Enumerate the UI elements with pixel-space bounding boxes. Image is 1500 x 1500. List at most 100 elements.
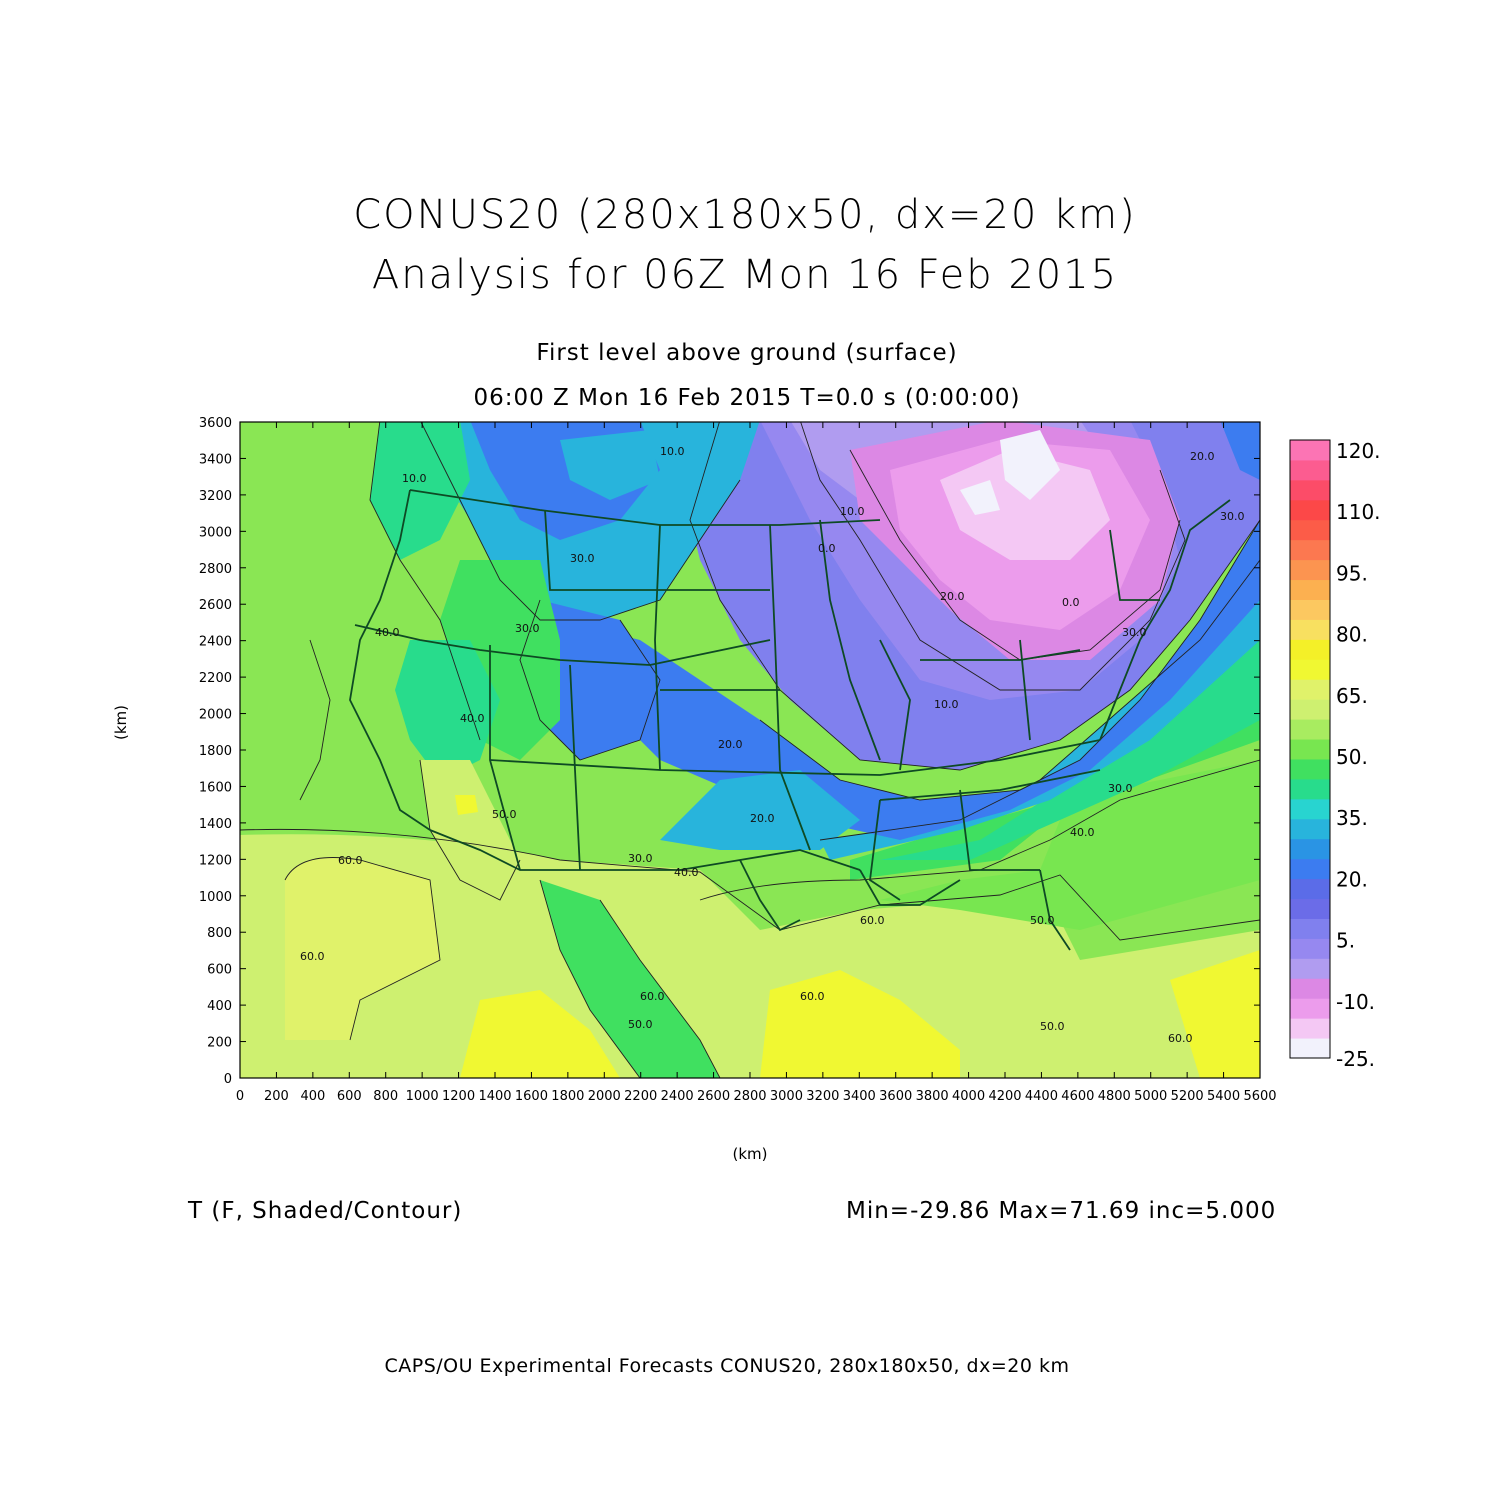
x-tick-label: 0: [236, 1089, 244, 1104]
y-tick-label: 2000: [199, 708, 232, 723]
colorbar-swatch: [1290, 639, 1330, 660]
colorbar-label: 110.: [1336, 500, 1381, 524]
colorbar-label: 50.: [1336, 745, 1368, 769]
colorbar-label: 80.: [1336, 623, 1368, 647]
contour-label: 50.0: [1030, 914, 1055, 927]
contour-label: 20.0: [750, 812, 775, 825]
y-tick-label: 3000: [199, 525, 232, 540]
level-subtitle: First level above ground (surface): [536, 340, 958, 366]
colorbar-swatch: [1290, 858, 1330, 880]
contour-label: 0.0: [818, 542, 836, 555]
y-tick-label: 1200: [199, 853, 232, 868]
contour-label: 0.0: [1062, 596, 1080, 609]
x-tick-label: 2600: [697, 1089, 730, 1104]
y-tick-label: 2200: [199, 671, 232, 686]
x-tick-label: 3400: [843, 1089, 876, 1104]
colorbar-swatch: [1290, 719, 1330, 740]
x-tick-label: 3600: [879, 1089, 912, 1104]
colorbar-label: 65.: [1336, 684, 1368, 708]
contour-label: 20.0: [1190, 450, 1215, 463]
colorbar-label: 5.: [1336, 929, 1355, 953]
x-tick-label: 3800: [916, 1089, 949, 1104]
colorbar-swatch: [1290, 898, 1330, 919]
contour-labels: 10.0 10.0 10.0 0.0 20.0 0.0 30.0 30.0 40…: [300, 445, 1245, 1045]
colorbar-swatch: [1290, 998, 1330, 1019]
colorbar: [1289, 439, 1331, 1059]
colorbar-swatch: [1290, 798, 1330, 820]
colorbar-label: 20.: [1336, 867, 1368, 891]
colorbar-swatch: [1290, 878, 1330, 900]
colorbar-swatch: [1290, 659, 1330, 680]
x-tick-label: 1000: [406, 1089, 439, 1104]
colorbar-swatch: [1290, 978, 1330, 999]
colorbar-swatch: [1290, 599, 1330, 620]
contour-label: 40.0: [674, 866, 699, 879]
plot-title-line2: Analysis for 06Z Mon 16 Feb 2015: [371, 252, 1119, 298]
y-tick-label: 3400: [199, 452, 232, 467]
y-axis-label: (km): [112, 704, 130, 740]
x-tick-label: 5200: [1171, 1089, 1204, 1104]
y-tick-label: 1600: [199, 780, 232, 795]
x-tick-label: 400: [300, 1089, 325, 1104]
contour-label: 30.0: [515, 622, 540, 635]
x-tick-label: 3000: [770, 1089, 803, 1104]
contour-label: 10.0: [840, 505, 865, 518]
y-tick-label: 3600: [199, 416, 232, 431]
contour-label: 30.0: [570, 552, 595, 565]
y-tick-label: 600: [207, 963, 232, 978]
x-tick-label: 4200: [988, 1089, 1021, 1104]
y-tick-labels: 0 200 400 600 800 1000 1200 1400 1600 1800 2000 220…: [199, 416, 232, 1087]
time-subtitle: 06:00 Z Mon 16 Feb 2015 T=0.0 s (0:00:00…: [473, 385, 1021, 411]
colorbar-swatch: [1290, 699, 1330, 720]
colorbar-swatch: [1290, 778, 1330, 800]
colorbar-swatch: [1290, 679, 1330, 700]
colorbar-swatch: [1290, 918, 1330, 939]
y-tick-label: 800: [207, 926, 232, 941]
temperature-field: [240, 422, 1260, 1078]
contour-label: 10.0: [402, 472, 427, 485]
contour-label: 60.0: [640, 990, 665, 1003]
colorbar-swatch: [1290, 539, 1330, 561]
variable-label: T (F, Shaded/Contour): [188, 1198, 463, 1224]
political-boundaries: [349, 489, 1231, 951]
x-tick-label: 3200: [806, 1089, 839, 1104]
x-tick-label: 2200: [624, 1089, 657, 1104]
contour-lines: [240, 422, 1260, 1078]
contour-label: 30.0: [1122, 626, 1147, 639]
colorbar-swatch: [1290, 1018, 1330, 1039]
x-tick-label: 5400: [1207, 1089, 1240, 1104]
x-tick-label: 1200: [442, 1089, 475, 1104]
y-tick-label: 2600: [199, 598, 232, 613]
colorbar-swatch: [1290, 619, 1330, 640]
contour-label: 60.0: [860, 914, 885, 927]
x-tick-label: 2400: [661, 1089, 694, 1104]
contour-label: 10.0: [660, 445, 685, 458]
colorbar-label: -25.: [1336, 1047, 1375, 1071]
x-tick-label: 1800: [551, 1089, 584, 1104]
y-tick-label: 1000: [199, 890, 232, 905]
x-tick-label: 4600: [1061, 1089, 1094, 1104]
x-tick-label: 4800: [1098, 1089, 1131, 1104]
colorbar-frame: [1289, 439, 1331, 1059]
y-tick-label: 200: [207, 1036, 232, 1051]
colorbar-labels: 120. 110. 95. 80. 65. 50. 35. 20. 5. -10. -25.: [1336, 439, 1381, 1071]
colorbar-swatch: [1290, 818, 1330, 840]
colorbar-swatch: [1290, 440, 1330, 461]
y-tick-label: 3200: [199, 489, 232, 504]
x-tick-label: 4400: [1025, 1089, 1058, 1104]
y-tick-label: 1800: [199, 744, 232, 759]
colorbar-swatch: [1290, 958, 1330, 979]
colorbar-swatch: [1290, 838, 1330, 860]
x-axis-label: (km): [732, 1145, 768, 1163]
x-tick-labels: 0 200 400 600 800 1000 1200 1400 1600 1800 2000 220…: [236, 1089, 1277, 1104]
x-tick-label: 2000: [588, 1089, 621, 1104]
contour-label: 50.0: [628, 1018, 653, 1031]
colorbar-label: 95.: [1336, 561, 1368, 585]
x-tick-label: 200: [264, 1089, 289, 1104]
contour-label: 40.0: [1070, 826, 1095, 839]
plot-title-line1: CONUS20 (280x180x50, dx=20 km): [353, 192, 1137, 238]
contour-label: 40.0: [375, 626, 400, 639]
contour-label: 50.0: [1040, 1020, 1065, 1033]
colorbar-swatch: [1290, 459, 1330, 481]
y-tick-label: 1400: [199, 817, 232, 832]
